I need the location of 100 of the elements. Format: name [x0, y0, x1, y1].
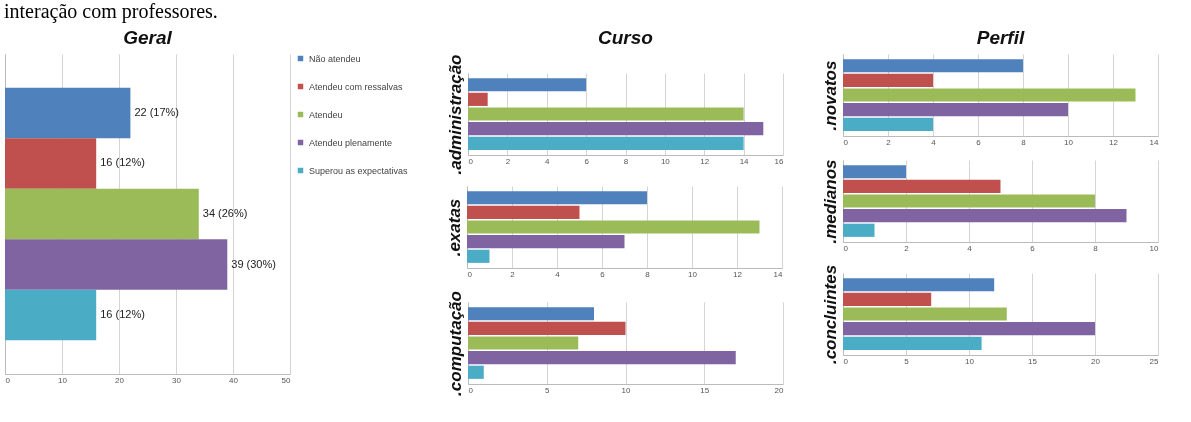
chart-title: Perfil — [976, 27, 1025, 48]
bar — [843, 322, 1095, 336]
bar — [467, 220, 760, 234]
x-tick-label: 0 — [843, 356, 849, 366]
bar — [468, 78, 587, 92]
bar — [468, 336, 579, 350]
bar — [5, 239, 228, 290]
x-tick-label: 0 — [468, 385, 474, 395]
bar — [843, 278, 995, 292]
x-tick-label: 10 — [1064, 137, 1074, 147]
x-tick-label: 20 — [774, 385, 785, 395]
bar — [468, 365, 484, 379]
x-tick-label: 4 — [967, 243, 973, 253]
bar — [843, 88, 1136, 102]
x-tick-label: 14 — [773, 269, 784, 279]
x-tick-label: 0 — [467, 269, 473, 279]
x-tick-label: 0 — [843, 243, 849, 253]
x-tick-label: 10 — [1149, 243, 1160, 253]
x-tick-label: 8 — [623, 156, 629, 166]
bar — [843, 103, 1068, 117]
legend-label: Atendeu plenamente — [309, 137, 393, 148]
bar — [468, 107, 744, 121]
x-tick-label: 0 — [843, 137, 849, 147]
bar — [467, 235, 625, 249]
x-tick-label: 4 — [931, 137, 937, 147]
x-tick-label: 16 — [774, 156, 785, 166]
y-axis-title: .medianos — [820, 159, 840, 244]
bar — [468, 122, 764, 136]
x-tick-label: 30 — [172, 375, 182, 385]
y-axis-title: .concluintes — [820, 264, 840, 365]
bar — [843, 194, 1095, 208]
data-label: 34 (26%) — [202, 207, 248, 219]
data-label: 22 (17%) — [134, 105, 180, 118]
y-axis-title: .exatas — [444, 198, 464, 257]
x-tick-label: 2 — [886, 137, 892, 147]
x-tick-label: 5 — [545, 385, 551, 395]
x-tick-label: 10 — [965, 356, 975, 366]
bar — [467, 191, 647, 205]
x-tick-label: 25 — [1149, 356, 1160, 366]
data-label: 16 (12%) — [100, 156, 145, 169]
x-tick-label: 40 — [229, 375, 239, 385]
bar — [843, 117, 933, 131]
x-tick-label: 10 — [58, 375, 68, 385]
x-tick-label: 15 — [700, 385, 710, 395]
x-tick-label: 10 — [621, 385, 631, 395]
x-tick-label: 8 — [645, 269, 651, 279]
bar — [843, 209, 1127, 223]
legend-label: Atendeu com ressalvas — [309, 81, 404, 92]
legend-label: Não atendeu — [309, 53, 361, 64]
chart-title: Curso — [598, 27, 653, 49]
x-tick-label: 4 — [555, 269, 561, 279]
y-axis-title: .novatos — [820, 60, 840, 131]
x-tick-label: 20 — [1091, 356, 1101, 366]
data-label: 16 (12%) — [100, 308, 145, 321]
x-tick-label: 12 — [1109, 137, 1119, 147]
y-axis-title: .computação — [445, 291, 465, 396]
bar — [468, 307, 594, 321]
bar — [468, 351, 736, 365]
bar — [5, 188, 199, 240]
x-tick-label: 50 — [281, 375, 292, 385]
bar — [843, 165, 906, 179]
chart-title: Geral — [123, 27, 173, 48]
bar — [843, 292, 932, 306]
x-tick-label: 2 — [505, 156, 511, 166]
bar — [5, 138, 97, 189]
bar — [5, 87, 131, 139]
bar — [468, 92, 488, 106]
x-tick-label: 10 — [688, 269, 698, 279]
x-tick-label: 2 — [510, 269, 516, 279]
bar — [843, 179, 1001, 193]
y-axis-title: .administração — [445, 54, 465, 175]
legend-label: Superou as expectativas — [309, 165, 409, 176]
bar — [843, 59, 1023, 73]
bar — [843, 336, 982, 350]
x-tick-label: 10 — [660, 156, 671, 166]
x-tick-label: 0 — [468, 156, 474, 166]
x-tick-label: 12 — [700, 156, 710, 166]
bar — [467, 205, 580, 219]
bar — [843, 223, 875, 237]
x-tick-label: 8 — [1093, 243, 1099, 253]
data-label: 39 (30%) — [231, 257, 276, 270]
x-tick-label: 2 — [904, 243, 910, 253]
x-tick-label: 6 — [584, 156, 590, 166]
x-tick-label: 0 — [5, 375, 11, 385]
text: interação com professores. — [4, 0, 218, 22]
bar — [5, 289, 97, 341]
x-tick-label: 15 — [1028, 356, 1038, 366]
x-tick-label: 6 — [976, 137, 982, 147]
bar — [843, 307, 1007, 321]
x-tick-label: 20 — [115, 375, 125, 385]
x-tick-label: 4 — [545, 156, 551, 166]
x-tick-label: 6 — [600, 269, 606, 279]
x-tick-label: 8 — [1021, 137, 1027, 147]
bar — [843, 73, 933, 87]
x-tick-label: 14 — [739, 156, 750, 166]
legend-label: Atendeu — [309, 109, 343, 120]
x-tick-label: 6 — [1030, 243, 1036, 253]
bar — [468, 321, 626, 335]
x-tick-label: 14 — [1149, 137, 1160, 147]
bar — [468, 136, 744, 150]
